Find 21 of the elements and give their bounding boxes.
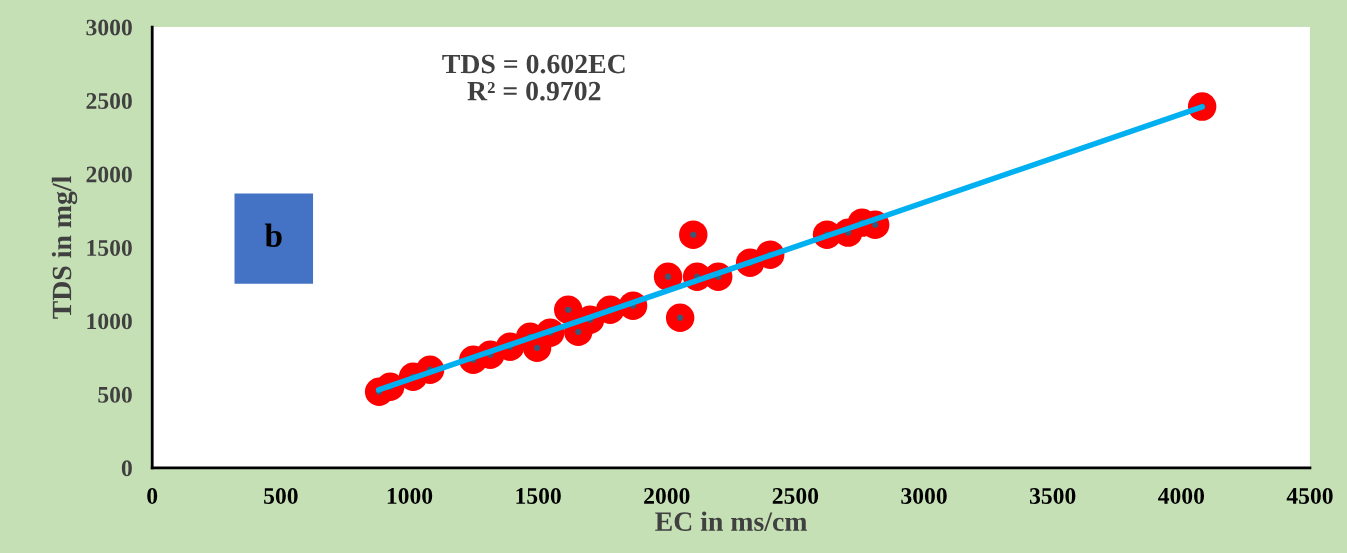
- x-tick-label: 4500: [1286, 487, 1333, 504]
- y-tick-label: 2500: [86, 93, 132, 109]
- x-tick-label: 4000: [1158, 487, 1205, 504]
- x-tick-label: 3500: [1029, 487, 1076, 504]
- y-tick-label: 1500: [87, 239, 132, 256]
- y-tick-label: 500: [98, 386, 132, 403]
- y-axis-title: TDS in mg/l: [51, 176, 78, 319]
- x-tick-label: 3000: [901, 487, 947, 504]
- x-axis-title: EC in ms/cm: [655, 511, 807, 532]
- annotation: b: [264, 223, 282, 247]
- y-tick-label: 0: [121, 460, 132, 477]
- y-tick-label: 2000: [86, 166, 132, 183]
- x-tick-label: 1500: [516, 487, 561, 504]
- y-tick-label: 1000: [87, 313, 132, 330]
- x-tick-label: 1000: [387, 487, 433, 504]
- x-tick-label: 500: [264, 487, 298, 504]
- y-tick-label: 3000: [86, 19, 132, 36]
- annotation: TDS = 0.602EC R² = 0.9702: [442, 54, 625, 101]
- x-tick-label: 0: [147, 487, 158, 504]
- x-tick-label: 2500: [772, 487, 819, 504]
- x-tick-label: 2000: [644, 487, 690, 504]
